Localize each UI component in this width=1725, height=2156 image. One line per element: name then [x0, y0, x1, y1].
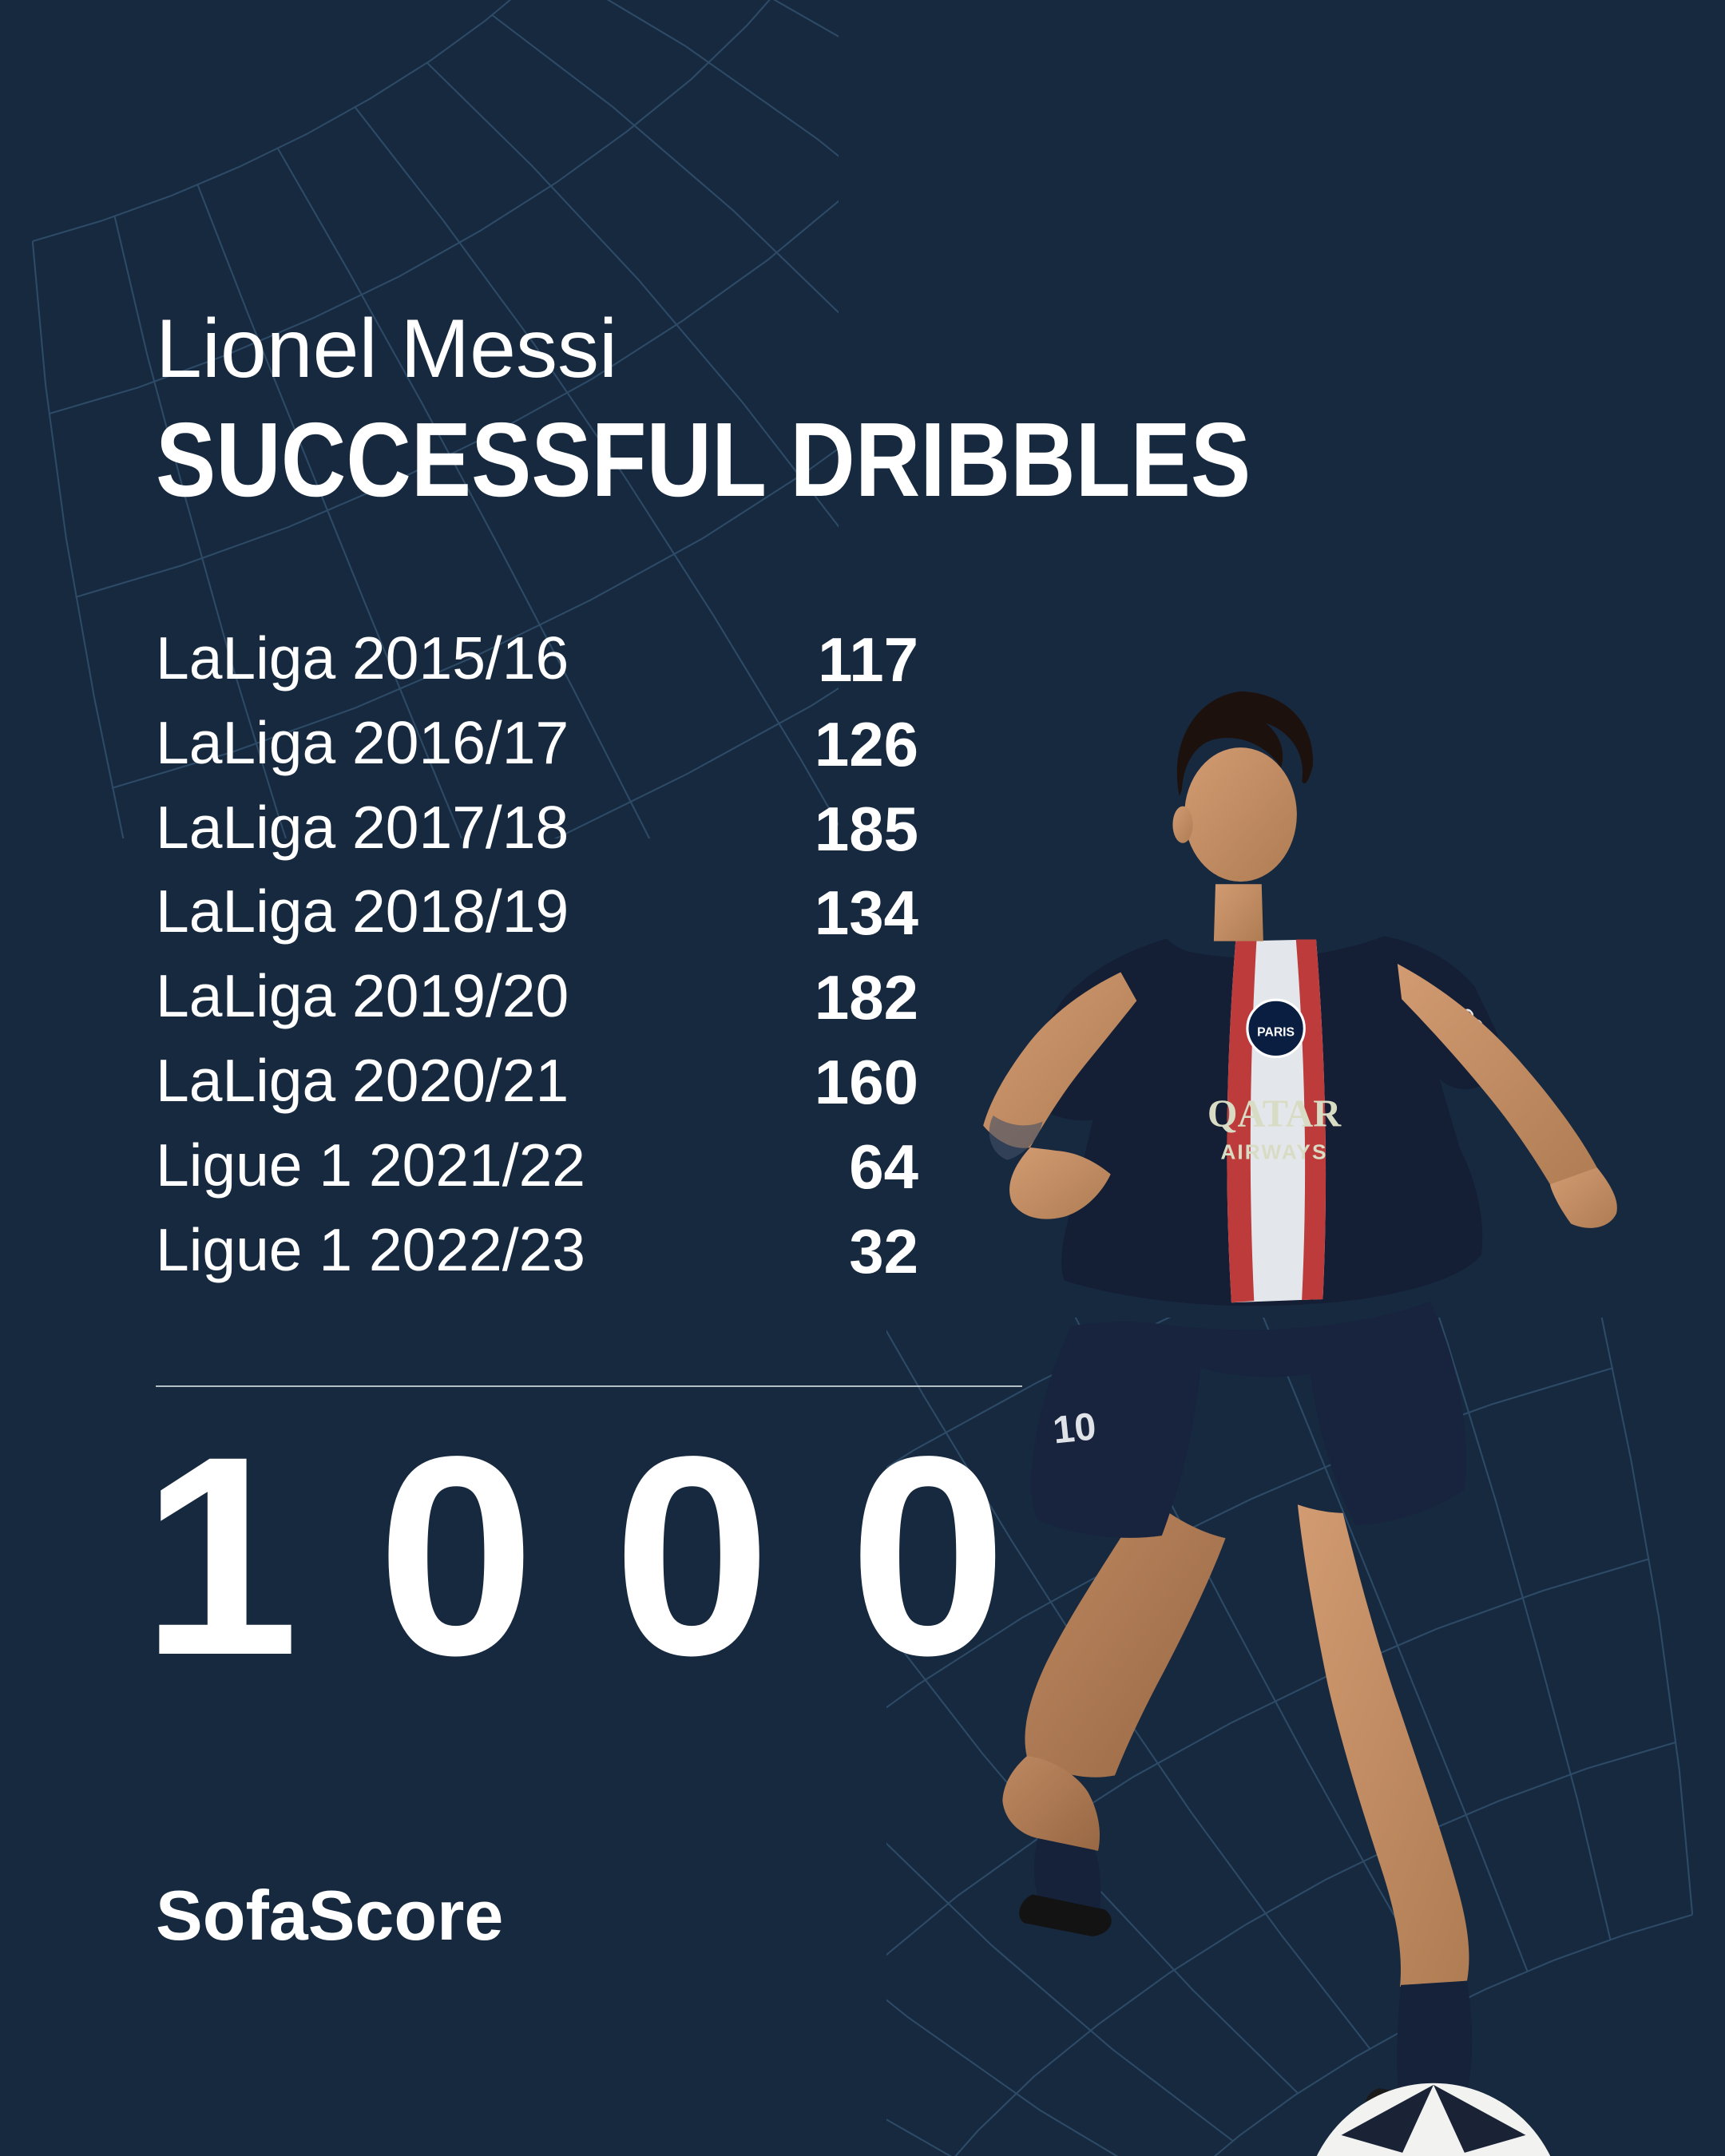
svg-text:AIRWAYS: AIRWAYS	[1220, 1140, 1327, 1164]
svg-text:QATAR: QATAR	[1208, 1093, 1342, 1135]
svg-text:PARIS: PARIS	[1257, 1025, 1295, 1039]
svg-text:10: 10	[1051, 1405, 1098, 1452]
